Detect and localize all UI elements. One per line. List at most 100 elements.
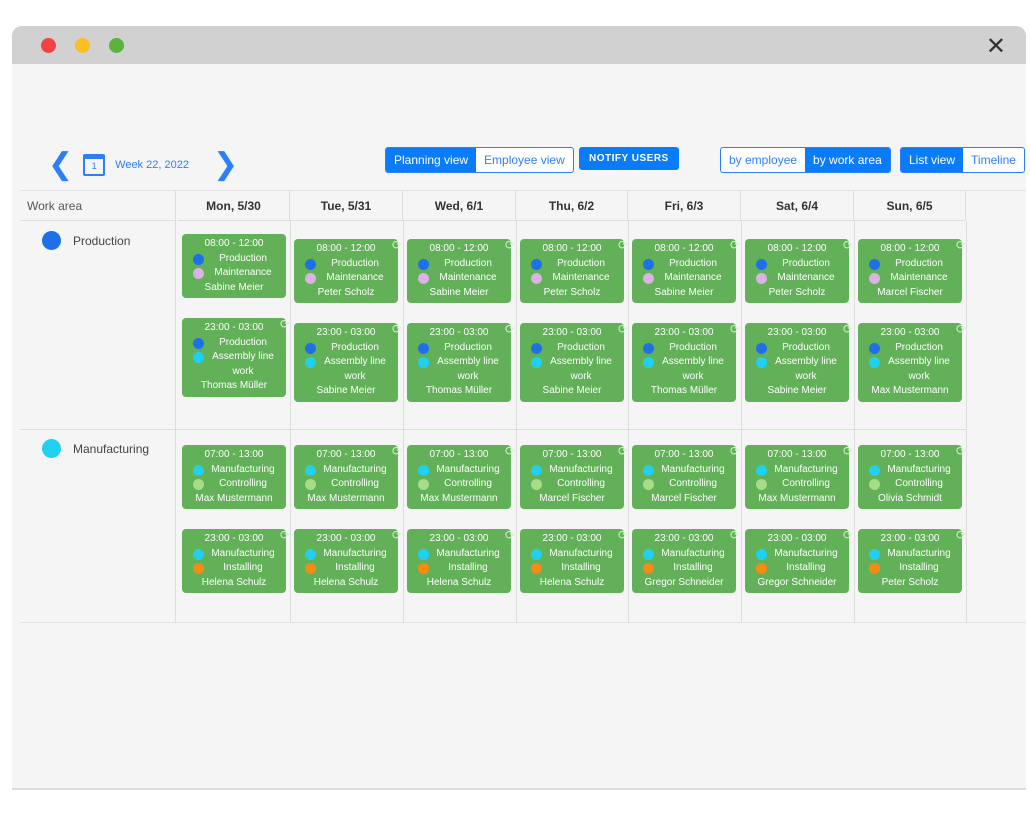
shift-role: Production <box>747 341 847 356</box>
role-color-dot <box>531 342 542 354</box>
shift-card[interactable]: 23:00 - 03:00 ⟳ Production Assembly line wo… <box>182 317 290 397</box>
role-color-dot <box>756 357 767 368</box>
shift-card[interactable]: 07:00 - 13:00 ⟳ Manufacturing Controlling Ma… <box>632 444 740 509</box>
shift-role: Production <box>409 257 509 272</box>
role-color-dot <box>305 357 316 368</box>
role-color-dot <box>305 273 316 284</box>
employee-name: Sabine Meier <box>654 286 714 298</box>
notify-users-button[interactable]: NOTIFY USERS <box>579 147 679 170</box>
role-label: Assembly line work <box>324 356 386 382</box>
shift-role: Manufacturing <box>747 463 847 478</box>
role-label: Manufacturing <box>323 547 387 559</box>
role-label: Manufacturing <box>323 463 387 475</box>
shift-card[interactable]: 07:00 - 13:00 ⟳ Manufacturing Controlling Ma… <box>745 444 853 509</box>
column-divider <box>290 221 291 623</box>
shift-card[interactable]: 23:00 - 03:00 ⟳ Manufacturing Installing Gre… <box>745 528 853 593</box>
shift-card[interactable]: 23:00 - 03:00 ⟳ Production Assembly line wo… <box>407 322 515 402</box>
refresh-icon: ⟳ <box>391 322 402 336</box>
shift-role: Maintenance <box>296 271 396 286</box>
shift-role: Production <box>747 257 847 272</box>
employee-view-button[interactable]: Employee view <box>484 153 565 167</box>
work-area-label: Manufacturing <box>73 441 150 456</box>
shift-card[interactable]: 23:00 - 03:00 ⟳ Production Assembly line wo… <box>294 322 402 402</box>
shift-time: 07:00 - 13:00 <box>654 449 714 460</box>
role-label: Installing <box>561 562 601 573</box>
by-work-area-button[interactable]: by work area <box>805 148 890 172</box>
role-label: Controlling <box>669 478 717 489</box>
shift-card[interactable]: 23:00 - 03:00 ⟳ Manufacturing Installing Pet… <box>858 528 966 593</box>
shift-card[interactable]: 07:00 - 13:00 ⟳ Manufacturing Controlling Ol… <box>858 444 966 509</box>
role-color-dot <box>418 563 429 574</box>
shift-card[interactable]: 08:00 - 12:00 ⟳ Production Maintenance Sabin… <box>407 238 515 303</box>
by-employee-button[interactable]: by employee <box>729 153 798 167</box>
shift-role: Production <box>409 341 509 356</box>
shift-card[interactable]: 23:00 - 03:00 ⟳ Production Assembly line wo… <box>632 322 740 402</box>
role-color-dot <box>643 342 654 354</box>
role-color-dot <box>193 352 204 363</box>
shift-role: Manufacturing <box>409 463 509 478</box>
role-label: Assembly line work <box>437 356 499 382</box>
role-label: Production <box>895 341 943 353</box>
role-label: Maintenance <box>439 272 497 283</box>
shift-role: Production <box>184 252 284 267</box>
close-icon[interactable]: ✕ <box>985 33 1006 60</box>
role-label: Installing <box>786 562 826 573</box>
role-color-dot <box>193 563 204 574</box>
shift-card[interactable]: 07:00 - 13:00 ⟳ Manufacturing Controlling Ma… <box>520 444 628 509</box>
shift-card[interactable]: 23:00 - 03:00 ⟳ Manufacturing Installing Hel… <box>182 528 290 593</box>
maximize-window-button[interactable] <box>109 38 124 53</box>
shift-time: 08:00 - 12:00 <box>880 243 940 254</box>
chevron-right-icon[interactable]: ❯ <box>212 148 239 181</box>
role-color-dot <box>305 464 316 476</box>
day-header: Thu, 6/2 <box>516 191 628 221</box>
timeline-button[interactable]: Timeline <box>971 153 1016 167</box>
shift-card[interactable]: 08:00 - 12:00 ⟳ Production Maintenance Marce… <box>858 238 966 303</box>
day-header: Fri, 6/3 <box>628 191 741 221</box>
shift-card[interactable]: 08:00 - 12:00 ⟳ Production Maintenance Peter… <box>294 238 402 303</box>
shift-role: Controlling <box>184 477 284 492</box>
refresh-icon: ⟳ <box>617 528 628 542</box>
refresh-icon: ⟳ <box>504 444 515 458</box>
shift-card[interactable]: 23:00 - 03:00 ⟳ Manufacturing Installing Hel… <box>407 528 515 593</box>
role-color-dot <box>531 357 542 368</box>
shift-card[interactable]: 23:00 - 03:00 ⟳ Manufacturing Installing Hel… <box>294 528 402 593</box>
shift-time: 23:00 - 03:00 <box>880 327 940 338</box>
refresh-icon: ⟳ <box>729 322 740 336</box>
title-bar: ✕ <box>12 26 1026 64</box>
shift-card[interactable]: 08:00 - 12:00 ⟳ Production Maintenance Peter… <box>745 238 853 303</box>
shift-time: 23:00 - 03:00 <box>429 533 489 544</box>
shift-card[interactable]: 23:00 - 03:00 ⟳ Manufacturing Installing Hel… <box>520 528 628 593</box>
shift-card[interactable]: 23:00 - 03:00 ⟳ Manufacturing Installing Gre… <box>632 528 740 593</box>
shift-card[interactable]: 07:00 - 13:00 ⟳ Manufacturing Controlling Ma… <box>407 444 515 509</box>
shift-card[interactable]: 23:00 - 03:00 ⟳ Production Assembly line wo… <box>745 322 853 402</box>
role-label: Production <box>669 341 717 353</box>
chevron-left-icon[interactable]: ❮ <box>48 148 74 181</box>
shift-card[interactable]: 23:00 - 03:00 ⟳ Production Assembly line wo… <box>520 322 628 402</box>
shift-card[interactable]: 08:00 - 12:00 ⟳ Production Maintenance Sabin… <box>632 238 740 303</box>
calendar-icon[interactable]: 1 <box>83 154 106 176</box>
role-color-dot <box>643 464 654 476</box>
shift-time: 23:00 - 03:00 <box>542 533 602 544</box>
shift-time: 07:00 - 13:00 <box>316 449 376 460</box>
work-area-manufacturing[interactable]: Manufacturing <box>42 439 149 458</box>
role-label: Maintenance <box>777 272 835 283</box>
close-window-button[interactable] <box>41 38 56 53</box>
list-view-button[interactable]: List view <box>901 148 964 172</box>
week-label[interactable]: Week 22, 2022 <box>115 159 189 171</box>
role-label: Maintenance <box>890 272 948 283</box>
role-color-dot <box>531 273 542 284</box>
role-label: Manufacturing <box>436 463 500 475</box>
shift-time: 23:00 - 03:00 <box>654 533 714 544</box>
role-color-dot <box>531 258 542 270</box>
minimize-window-button[interactable] <box>75 38 90 53</box>
role-label: Controlling <box>782 478 830 489</box>
shift-card[interactable]: 07:00 - 13:00 ⟳ Manufacturing Controlling Ma… <box>294 444 402 509</box>
shift-card[interactable]: 23:00 - 03:00 ⟳ Production Assembly line wo… <box>858 322 966 402</box>
role-label: Manufacturing <box>774 547 838 559</box>
role-label: Manufacturing <box>661 547 725 559</box>
shift-card[interactable]: 08:00 - 12:00 Production Maintenance Sabine… <box>182 234 286 298</box>
work-area-production[interactable]: Production <box>42 231 130 250</box>
planning-view-button[interactable]: Planning view <box>386 148 477 172</box>
shift-card[interactable]: 08:00 - 12:00 ⟳ Production Maintenance Peter… <box>520 238 628 303</box>
shift-card[interactable]: 07:00 - 13:00 Manufacturing Controlling Max… <box>182 445 286 509</box>
